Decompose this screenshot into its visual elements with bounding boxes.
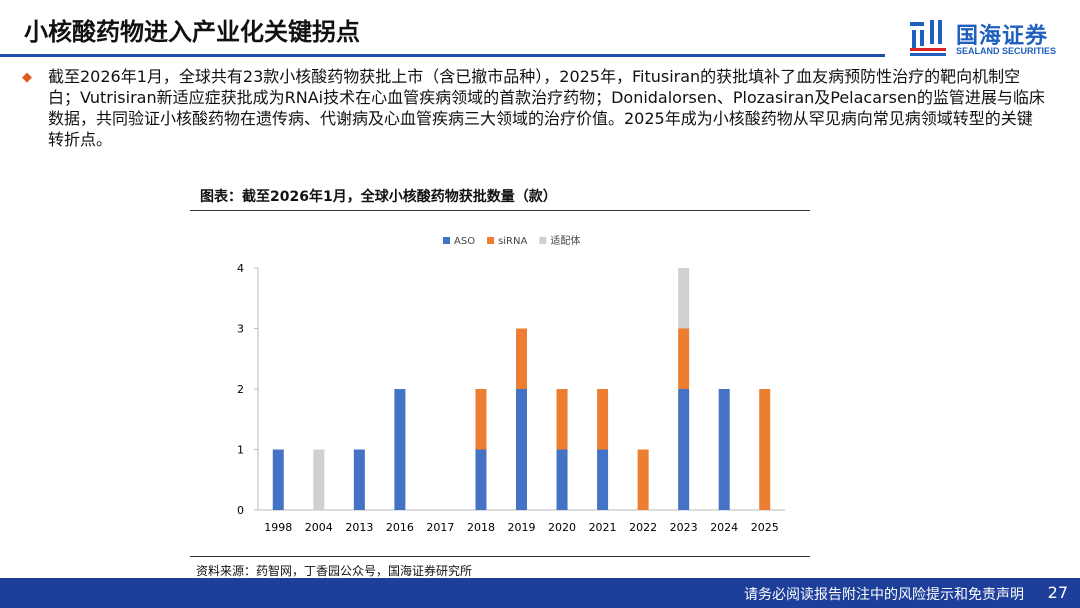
summary-paragraph: 截至2026年1月，全球共有23款小核酸药物获批上市（含已撤市品种），2025年…: [48, 67, 1045, 149]
bar-ASO-2019: [516, 389, 527, 510]
source-note: 资料来源：药智网，丁香园公众号，国海证券研究所: [196, 564, 473, 578]
x-tick-label: 1998: [264, 521, 292, 534]
x-tick-label: 2024: [710, 521, 738, 534]
bar-siRNA-2025: [759, 389, 771, 510]
bar-siRNA-2023: [678, 328, 690, 389]
bar-适配体-2004: [313, 449, 325, 510]
y-tick-label: 1: [237, 444, 244, 457]
bar-siRNA-2020: [556, 389, 568, 450]
x-tick-label: 2017: [426, 521, 454, 534]
chart-title: 图表：截至2026年1月，全球小核酸药物获批数量（款）: [200, 189, 557, 205]
logo: 国海证券 SEALAND SECURITIES: [908, 18, 1068, 60]
bar-ASO-1998: [272, 449, 284, 510]
x-tick-label: 2025: [751, 521, 779, 534]
legend-swatch: [443, 237, 450, 244]
x-tick-label: 2019: [508, 521, 536, 534]
source-divider: [190, 556, 810, 557]
y-tick-label: 4: [237, 262, 244, 275]
title-divider: [0, 54, 885, 57]
bar-ASO-2021: [597, 449, 609, 510]
bar-ASO-2018: [475, 449, 487, 510]
logo-mark-icon: [910, 20, 946, 56]
logo-name-cn: 国海证券: [956, 24, 1049, 49]
bar-适配体-2023: [678, 268, 690, 329]
x-tick-label: 2018: [467, 521, 495, 534]
logo-name-en: SEALAND SECURITIES: [956, 46, 1057, 56]
page-title: 小核酸药物进入产业化关键拐点: [24, 18, 360, 46]
bar-ASO-2020: [556, 449, 568, 510]
bar-siRNA-2022: [637, 449, 649, 510]
legend-label: siRNA: [498, 236, 527, 247]
bar-siRNA-2019: [516, 328, 527, 389]
legend-swatch: [487, 237, 495, 244]
y-tick-label: 0: [237, 504, 244, 517]
bar-ASO-2023: [678, 389, 690, 510]
x-tick-label: 2023: [670, 521, 698, 534]
bar-siRNA-2018: [475, 389, 487, 450]
y-tick-label: 2: [237, 383, 244, 396]
x-tick-label: 2013: [345, 521, 373, 534]
x-tick-label: 2020: [548, 521, 576, 534]
x-tick-label: 2022: [629, 521, 657, 534]
bar-ASO-2016: [394, 389, 406, 510]
disclaimer: 请务必阅读报告附注中的风险提示和免责声明: [744, 587, 1024, 603]
bar-siRNA-2021: [597, 389, 609, 450]
legend-label: ASO: [454, 236, 475, 247]
bar-ASO-2024: [718, 389, 730, 510]
diamond-bullet-icon: ◆: [22, 70, 32, 85]
bar-ASO-2013: [353, 449, 365, 510]
x-tick-label: 2004: [305, 521, 333, 534]
x-tick-label: 2016: [386, 521, 414, 534]
chart-divider: [190, 210, 810, 211]
legend-swatch: [539, 237, 547, 244]
y-tick-label: 3: [237, 323, 244, 336]
x-tick-label: 2021: [589, 521, 617, 534]
page-number: 27: [1047, 583, 1068, 602]
footer-bar: 请务必阅读报告附注中的风险提示和免责声明 27: [0, 578, 1080, 608]
legend-label: 适配体: [550, 235, 580, 247]
